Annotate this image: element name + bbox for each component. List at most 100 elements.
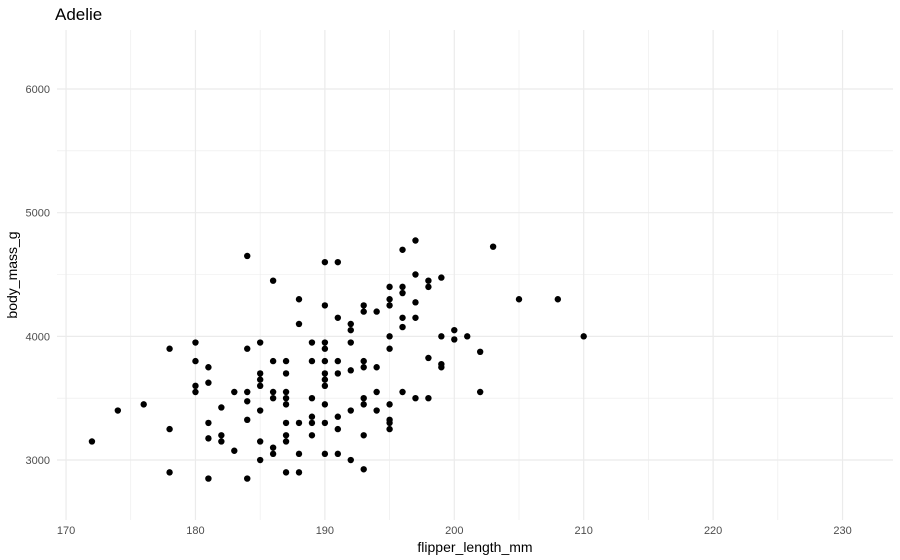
y-tick-label: 4000 — [26, 331, 50, 343]
data-point — [218, 432, 225, 439]
data-point — [321, 339, 329, 346]
data-point — [269, 388, 277, 396]
data-point — [386, 345, 393, 352]
data-point — [321, 419, 329, 427]
data-point — [476, 348, 484, 356]
data-point — [360, 394, 367, 402]
data-point — [515, 296, 523, 303]
points — [88, 237, 587, 482]
data-point — [580, 333, 587, 340]
data-point — [334, 413, 342, 420]
data-point — [425, 277, 432, 284]
data-point — [321, 370, 329, 377]
x-tick-label: 170 — [57, 525, 75, 537]
data-point — [321, 401, 329, 408]
data-point — [192, 357, 199, 365]
data-point — [295, 450, 303, 458]
data-point — [256, 339, 264, 346]
data-point — [425, 394, 432, 402]
y-tick-label: 6000 — [26, 84, 50, 96]
data-point — [464, 333, 471, 340]
data-point — [282, 438, 290, 445]
data-point — [438, 360, 445, 368]
data-point — [295, 296, 303, 303]
data-point — [244, 416, 251, 424]
data-point — [282, 432, 290, 439]
data-point — [166, 425, 173, 433]
data-point — [192, 339, 199, 346]
data-point — [386, 302, 393, 309]
data-point — [269, 277, 277, 284]
data-point — [282, 401, 290, 408]
data-point — [373, 388, 380, 396]
data-point — [386, 283, 393, 291]
y-tick-label: 5000 — [26, 208, 50, 220]
data-point — [140, 401, 147, 408]
data-point — [166, 345, 173, 352]
data-point — [476, 388, 484, 396]
x-axis-title: flipper_length_mm — [417, 539, 532, 555]
data-point — [360, 364, 367, 371]
data-point — [205, 364, 212, 371]
data-point — [321, 357, 329, 365]
data-point — [438, 333, 445, 340]
data-point — [347, 339, 354, 346]
data-point — [425, 354, 432, 362]
data-point — [192, 388, 199, 396]
data-point — [205, 379, 212, 386]
data-point — [218, 438, 225, 445]
x-tick-label: 200 — [445, 525, 463, 537]
data-point — [412, 271, 419, 278]
x-tick-label: 220 — [704, 525, 722, 537]
data-point — [114, 407, 122, 414]
data-point — [399, 283, 406, 291]
data-point — [256, 456, 264, 464]
data-point — [282, 357, 290, 365]
y-axis-title: body_mass_g — [4, 231, 20, 318]
data-point — [282, 370, 290, 377]
data-point — [282, 469, 290, 476]
data-point — [412, 299, 419, 306]
data-point — [399, 388, 406, 396]
data-point — [373, 407, 380, 414]
data-point — [334, 450, 342, 458]
y-tick-label: 3000 — [26, 455, 50, 467]
data-point — [308, 419, 316, 427]
data-point — [334, 425, 342, 433]
data-point — [386, 425, 393, 433]
data-point — [347, 456, 354, 464]
chart-title: Adelie — [55, 5, 102, 24]
data-point — [282, 419, 290, 427]
data-point — [334, 258, 342, 266]
data-point — [334, 314, 342, 321]
data-point — [244, 475, 251, 482]
data-point — [295, 320, 303, 328]
data-point — [438, 274, 445, 281]
data-point — [244, 345, 251, 352]
data-point — [451, 336, 458, 343]
data-point — [192, 382, 199, 390]
data-point — [321, 376, 329, 383]
data-point — [386, 401, 393, 408]
data-point — [425, 283, 432, 291]
data-point — [244, 388, 251, 396]
data-point — [412, 314, 419, 321]
data-point — [231, 447, 238, 454]
data-point — [231, 388, 238, 396]
data-point — [360, 401, 367, 408]
data-point — [295, 419, 303, 427]
data-point — [386, 333, 393, 340]
data-point — [282, 388, 290, 396]
data-point — [256, 370, 264, 377]
data-point — [321, 382, 329, 390]
data-point — [360, 308, 367, 315]
data-point — [256, 376, 264, 383]
data-point — [321, 302, 329, 309]
data-point — [205, 419, 212, 427]
data-point — [347, 320, 354, 328]
data-point — [373, 308, 380, 315]
data-point — [308, 432, 316, 439]
x-tick-label: 180 — [186, 525, 204, 537]
data-point — [399, 246, 406, 253]
data-point — [166, 469, 173, 476]
